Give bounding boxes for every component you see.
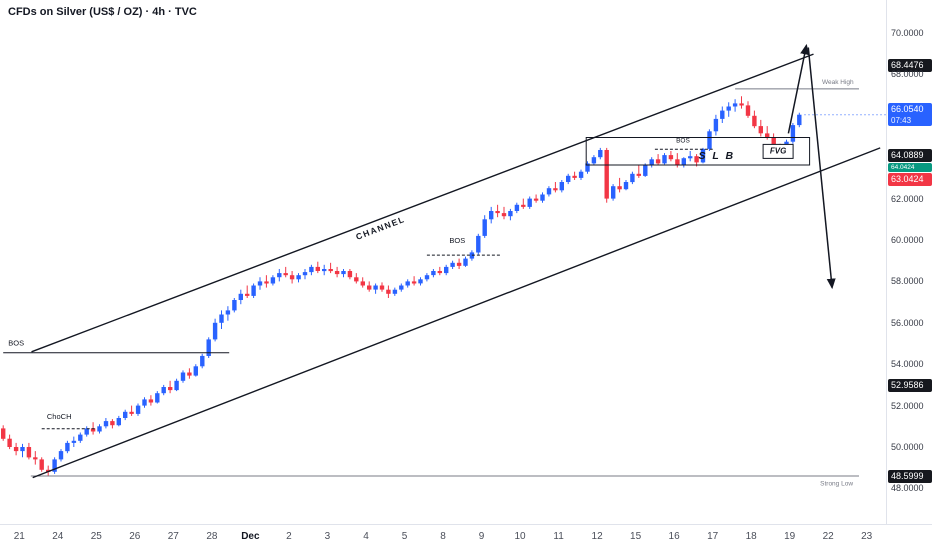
annotation-text: S L B (699, 150, 736, 162)
time-tick-10: 10 (514, 531, 526, 542)
time-tick-15: 15 (630, 531, 642, 542)
price-tick: 58.0000 (891, 276, 924, 287)
channel-upper-line[interactable] (31, 53, 814, 353)
candlestick-canvas[interactable]: BOS ChoCH BOS BOS S L B CHANNEL Weak High Stron… (0, 0, 886, 524)
time-tick-9: 9 (478, 531, 485, 542)
price-badge-66.0540[interactable]: 66.0540 07:43 (888, 102, 932, 126)
time-tick-22: 22 (822, 531, 834, 542)
projection-down-arrow[interactable] (807, 47, 836, 290)
annotation-text: BOS (8, 338, 24, 347)
annotation-text: CHANNEL (354, 214, 406, 242)
fvg-label-text: FVG (770, 147, 786, 156)
price-tick: 48.0000 (891, 483, 924, 494)
fvg-label-box[interactable] (762, 143, 794, 159)
projection-up-arrow[interactable] (787, 43, 810, 134)
time-tick-19: 19 (784, 531, 796, 542)
symbol-title: CFDs on Silver (US$ / OZ) · 4h · TVC (8, 6, 197, 18)
price-badge-68.4476[interactable]: 68.4476 (888, 58, 932, 72)
time-tick-25: 25 (90, 531, 102, 542)
time-tick-Dec: Dec (241, 531, 260, 542)
price-badge-63.0424[interactable]: 63.0424 (888, 172, 932, 186)
time-tick-11: 11 (553, 531, 564, 542)
annotation-text: BOS (676, 137, 690, 144)
candles (1, 96, 802, 476)
time-tick-27: 27 (167, 531, 179, 542)
consolidation-box[interactable] (585, 137, 811, 166)
time-tick-23: 23 (861, 531, 873, 542)
channel-lower-line[interactable] (32, 147, 881, 479)
price-tick: 56.0000 (891, 317, 924, 328)
price-tick: 70.0000 (891, 28, 924, 38)
price-tick: 54.0000 (891, 359, 924, 370)
price-tick: 60.0000 (891, 235, 924, 245)
annotation-text: Weak High (822, 79, 854, 86)
time-tick-8: 8 (440, 531, 446, 542)
time-axis[interactable]: 21 24 25 26 27 28 Dec 2 3 4 5 8 9 10 11 12 15 16 17 18 19 22 2… (0, 524, 932, 550)
bar-countdown: 07:43 (891, 115, 912, 125)
price-badge-64.0889[interactable]: 64.0889 (888, 148, 932, 162)
time-tick-3: 3 (324, 531, 331, 542)
time-tick-5: 5 (401, 531, 408, 542)
time-tick-26: 26 (129, 531, 141, 542)
price-tick: 62.0000 (891, 193, 924, 204)
annotation-text: ChoCH (47, 412, 72, 421)
price-axis[interactable]: 68.4476 66.0540 07:43 64.0889 64.0424 63.0424… (886, 0, 932, 524)
time-tick-4: 4 (363, 531, 369, 542)
time-tick-17: 17 (707, 531, 719, 542)
price-badge-52.9586[interactable]: 52.9586 (888, 379, 932, 393)
time-tick-16: 16 (668, 531, 680, 542)
annotation-text: Strong Low (820, 481, 853, 488)
annotation-text: BOS (449, 236, 465, 245)
price-badge-48.5999[interactable]: 48.5999 (888, 469, 932, 483)
price-badge-64.0424[interactable]: 64.0424 (888, 162, 932, 172)
price-tick: 52.0000 (891, 400, 924, 411)
time-tick-2: 2 (286, 531, 292, 542)
chart-plot-area[interactable]: BOS ChoCH BOS BOS S L B CHANNEL Weak High Stron… (0, 0, 886, 524)
time-tick-28: 28 (206, 531, 218, 542)
time-tick-12: 12 (591, 531, 603, 542)
price-tick: 68.0000 (891, 69, 924, 80)
price-tick: 50.0000 (891, 442, 924, 452)
time-tick-21: 21 (13, 531, 25, 542)
time-tick-24: 24 (52, 531, 64, 542)
time-tick-18: 18 (745, 531, 757, 542)
